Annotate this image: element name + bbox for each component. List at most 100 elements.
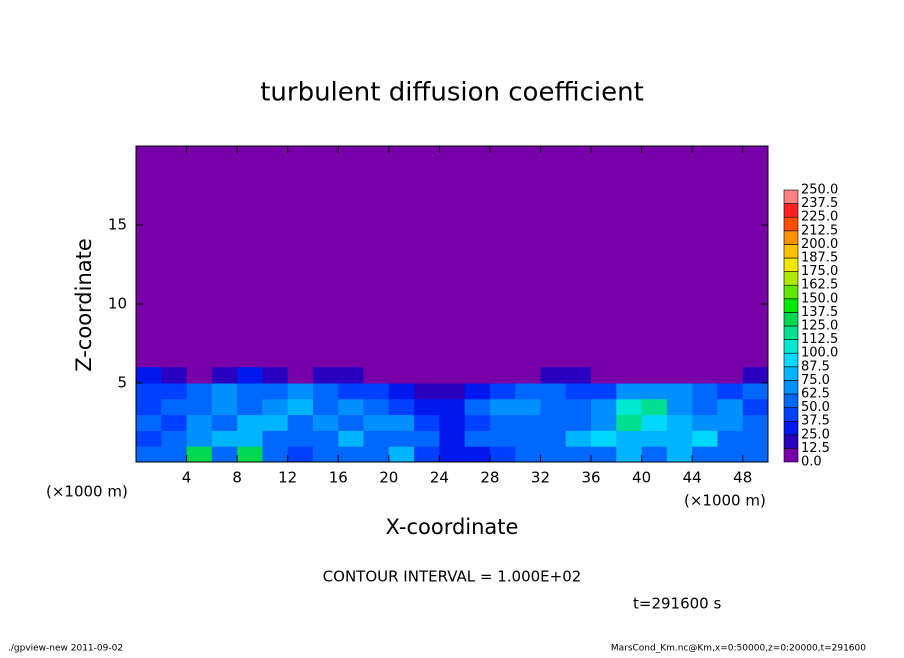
field-cell (186, 414, 213, 431)
field-cell (287, 446, 314, 463)
x-tick-label: 8 (232, 469, 242, 487)
colorbar-swatch (783, 244, 799, 259)
field-cell (312, 383, 339, 400)
field-cell (388, 398, 415, 416)
x-tick-label: 44 (683, 469, 702, 487)
x-tick-label: 40 (632, 469, 651, 487)
field-cell (161, 398, 188, 416)
colorbar-label: 250.0 (801, 183, 838, 198)
field-cell (717, 383, 744, 400)
field-cell (489, 367, 516, 384)
colorbar-label: 212.5 (801, 223, 838, 238)
field-cell (262, 446, 289, 463)
field-cell (237, 430, 263, 447)
field-cell (692, 414, 718, 431)
field-cell (312, 430, 339, 447)
colorbar-label: 137.5 (801, 305, 838, 320)
field-cell (439, 430, 466, 447)
y-tick-label: 5 (117, 374, 127, 392)
field-cell (692, 430, 718, 447)
field-cell (742, 398, 769, 416)
colorbar-swatch (783, 257, 799, 272)
field-cell (388, 430, 415, 447)
colorbar-label: 162.5 (801, 278, 838, 293)
time-label: t=291600 s (633, 595, 721, 613)
field-cell (439, 398, 466, 416)
field-cell (540, 446, 567, 463)
field-cell (489, 383, 516, 400)
field-cell (666, 446, 693, 463)
colorbar-swatch (783, 325, 799, 340)
field-cell (363, 414, 390, 431)
field-cell (439, 367, 466, 384)
field-cell (211, 367, 238, 384)
field-cell (641, 398, 668, 416)
colorbar-swatch (783, 420, 799, 436)
field-cell (388, 414, 415, 431)
field-cell (717, 398, 744, 416)
field-cell (565, 398, 592, 416)
field-cell (717, 414, 744, 431)
field-cell (666, 430, 693, 447)
field-cell (338, 383, 365, 400)
field-cell (262, 383, 289, 400)
field-cell (439, 414, 466, 431)
field-cell (388, 367, 415, 384)
field-cell (186, 446, 213, 463)
field-cell (565, 367, 592, 384)
y-axis-label: Z-coordinate (72, 238, 96, 372)
x-tick-label: 24 (430, 469, 449, 487)
field-cell (540, 383, 567, 400)
colorbar-label: 25.0 (801, 427, 830, 442)
field-cell (161, 446, 188, 463)
field-cell (666, 367, 693, 384)
field-cell (287, 367, 314, 384)
x-tick-label: 4 (182, 469, 192, 487)
colorbar-label: 75.0 (801, 373, 830, 388)
field-cell (211, 383, 238, 400)
footer-right: MarsCond_Km.nc@Km,x=0:50000,z=0:20000,t=… (611, 644, 866, 654)
field-cell (287, 398, 314, 416)
y-tick-label: 15 (108, 216, 127, 234)
colorbar-label: 62.5 (801, 387, 830, 402)
field-cell (464, 446, 491, 463)
field-cell (312, 367, 339, 384)
field-cell (161, 430, 188, 447)
field-cell (439, 383, 466, 400)
field-cell (136, 383, 162, 400)
field-cell (641, 414, 668, 431)
field-cell (464, 383, 491, 400)
field-cell (515, 383, 541, 400)
colorbar-swatch (783, 271, 799, 286)
field-cell (262, 398, 289, 416)
field-cell (591, 414, 617, 431)
colorbar-swatch (783, 284, 799, 300)
field-cell (338, 367, 365, 384)
field-cell (161, 367, 188, 384)
colorbar-label: 87.5 (801, 359, 830, 374)
field-cell (464, 430, 491, 447)
x-tick-label: 36 (581, 469, 600, 487)
colorbar-label: 237.5 (801, 196, 838, 211)
field-cell (363, 367, 390, 384)
colorbar-label: 225.0 (801, 210, 838, 225)
colorbar-swatch (783, 189, 799, 204)
field-cell (565, 383, 592, 400)
field-cell (717, 367, 744, 384)
field-cell (565, 414, 592, 431)
field-cell (287, 383, 314, 400)
x-tick-label: 48 (733, 469, 752, 487)
field-cell (540, 367, 567, 384)
field-cell (565, 430, 592, 447)
field-cell (591, 383, 617, 400)
field-cell (414, 430, 440, 447)
field-cell (641, 430, 668, 447)
field-cell (616, 398, 643, 416)
field-cell (312, 446, 339, 463)
colorbar-swatch (783, 366, 799, 381)
colorbar-label: 200.0 (801, 237, 838, 252)
x-tick-label: 12 (278, 469, 297, 487)
field-cell (464, 414, 491, 431)
colorbar-swatch (783, 230, 799, 245)
